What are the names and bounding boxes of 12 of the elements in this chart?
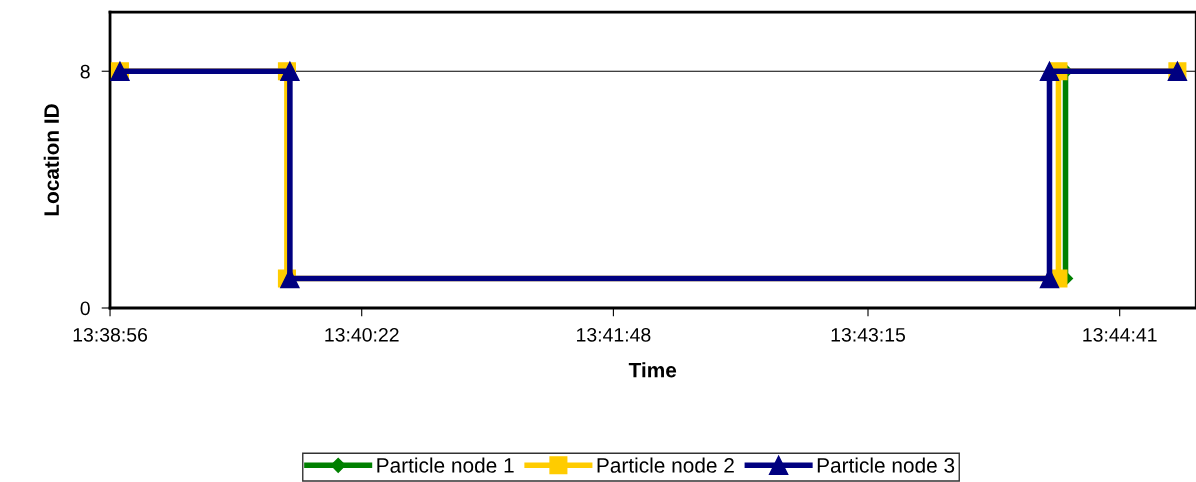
x-tick-label: 13:44:41 bbox=[1083, 327, 1157, 342]
x-tick-label: 13:43:15 bbox=[831, 327, 906, 342]
x-tick-label: 13:38:56 bbox=[73, 327, 148, 342]
x-tick-label: 13:40:22 bbox=[325, 327, 399, 342]
y-axis-title: Location ID bbox=[43, 104, 59, 216]
legend-label: Particle node 2 bbox=[597, 457, 734, 473]
x-tick-label: 13:41:48 bbox=[577, 327, 651, 342]
y-tick-label: 8 bbox=[80, 64, 90, 79]
legend-label: Particle node 1 bbox=[377, 457, 514, 473]
x-axis-title: Time bbox=[628, 362, 677, 378]
y-tick-label: 0 bbox=[80, 301, 90, 316]
legend-label: Particle node 3 bbox=[817, 457, 955, 473]
